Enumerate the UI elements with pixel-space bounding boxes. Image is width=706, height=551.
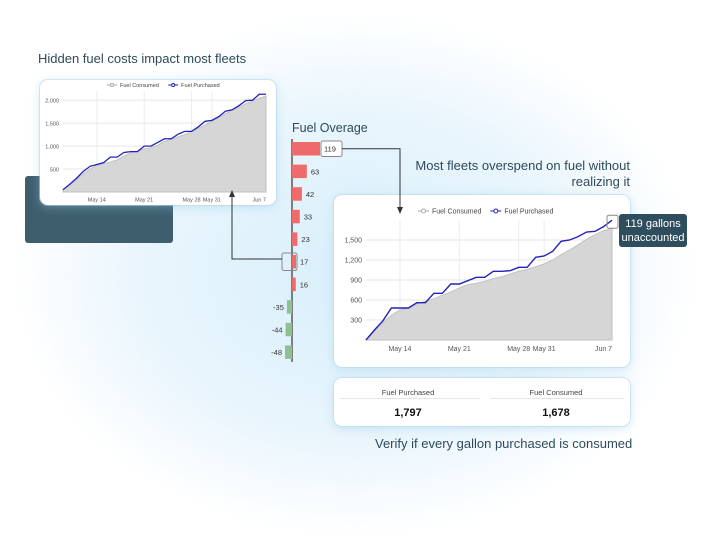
top-chart-x-tick-label: May 21 <box>135 198 153 204</box>
overage-bar-label: 17 <box>300 258 308 267</box>
main-chart-x-tick-label: Jun 7 <box>595 346 612 353</box>
overage-bar <box>292 232 298 246</box>
main-chart-y-tick-label: 600 <box>350 298 362 305</box>
top-chart-x-tick-label: May 31 <box>203 198 221 204</box>
overage-bar <box>285 345 292 359</box>
main-chart-legend-label: Fuel Consumed <box>432 208 482 215</box>
heading-verify: Verify if every gallon purchased is cons… <box>375 436 633 451</box>
heading-fuel-overage: Fuel Overage <box>292 121 368 135</box>
stat-purchased-value: 1,797 <box>394 407 422 419</box>
top-chart-y-tick-label: 500 <box>50 168 59 174</box>
top-chart-y-tick-label: 1,000 <box>45 145 59 151</box>
overage-bar-label: 16 <box>300 280 308 289</box>
stat-consumed: Fuel Consumed 1,678 <box>482 378 630 419</box>
top-chart-y-tick-label: 2,000 <box>45 99 59 105</box>
overage-bar-label: 119 <box>324 145 336 154</box>
main-chart-legend-label: Fuel Purchased <box>504 208 553 215</box>
overage-bar-label: 33 <box>304 213 312 222</box>
overage-bar-label: 42 <box>306 190 314 199</box>
overage-bar-label: -44 <box>272 326 283 335</box>
main-chart-legend-marker <box>493 208 499 214</box>
stat-purchased-label: Fuel Purchased <box>381 388 435 397</box>
overage-bar <box>292 277 296 292</box>
top-chart-x-tick-label: Jun 7 <box>252 198 265 204</box>
overage-bar <box>292 255 296 269</box>
main-chart-y-tick-label: 900 <box>350 278 362 285</box>
overage-bar <box>292 187 302 201</box>
top-chart-legend-marker <box>109 82 115 88</box>
overage-bar <box>292 209 300 224</box>
overage-bar-label: -35 <box>273 303 284 312</box>
top-chart-legend-label: Fuel Purchased <box>181 83 220 89</box>
main-chart-x-tick-label: May 21 <box>448 346 471 353</box>
stat-divider <box>490 398 624 399</box>
top-chart-x-tick-label: May 14 <box>88 198 106 204</box>
top-chart-series-fuel-purchased <box>62 93 266 191</box>
overage-bar-label: 63 <box>311 167 319 176</box>
heading-overspend: Most fleets overspend on fuel without re… <box>415 158 630 189</box>
main-chart-series-fuel-consumed <box>364 227 613 341</box>
overage-bar <box>292 164 307 179</box>
callout-line-1: 119 gallons <box>625 218 681 230</box>
main-chart-y-tick-label: 1,200 <box>344 258 362 265</box>
callout-line-2: unaccounted <box>621 232 685 244</box>
top-chart-x-tick-label: May 28 <box>183 198 201 204</box>
main-chart-y-tick-label: 1,500 <box>344 238 362 245</box>
overage-bar <box>292 142 320 156</box>
stat-consumed-value: 1,678 <box>542 407 570 419</box>
overage-bar-label: 23 <box>301 235 309 244</box>
main-chart-x-tick-label: May 31 <box>533 346 556 353</box>
main-chart-legend-marker <box>421 208 426 214</box>
stat-consumed-label: Fuel Consumed <box>529 388 583 397</box>
connector-top-arrow <box>229 190 235 197</box>
unaccounted-callout: 119 gallons unaccounted <box>619 214 687 247</box>
main-chart-series-fuel-purchased <box>365 219 613 341</box>
connector-main <box>342 148 401 212</box>
connector-top <box>231 194 282 260</box>
overage-bar <box>285 322 292 337</box>
top-chart-y-tick-label: 1,500 <box>45 122 59 128</box>
overage-17-box <box>281 252 298 271</box>
main-chart-x-tick-label: May 28 <box>507 346 530 353</box>
stats-card: Fuel Purchased 1,797 Fuel Consumed 1,678 <box>334 378 630 426</box>
main-chart-x-tick-label: May 14 <box>388 346 411 353</box>
top-chart-legend-label: Fuel Consumed <box>120 83 159 89</box>
overage-bar-label: -48 <box>271 348 282 357</box>
heading-hidden-costs: Hidden fuel costs impact most fleets <box>38 51 247 66</box>
stat-purchased: Fuel Purchased 1,797 <box>334 378 482 419</box>
connector-main-arrow <box>397 207 403 214</box>
top-chart-legend-marker <box>171 82 176 88</box>
overage-bar <box>286 300 292 314</box>
main-chart-y-tick-label: 300 <box>350 318 362 325</box>
top-chart-series-fuel-consumed <box>62 95 267 193</box>
main-chart-end-marker <box>606 214 619 229</box>
stat-divider <box>340 398 480 399</box>
